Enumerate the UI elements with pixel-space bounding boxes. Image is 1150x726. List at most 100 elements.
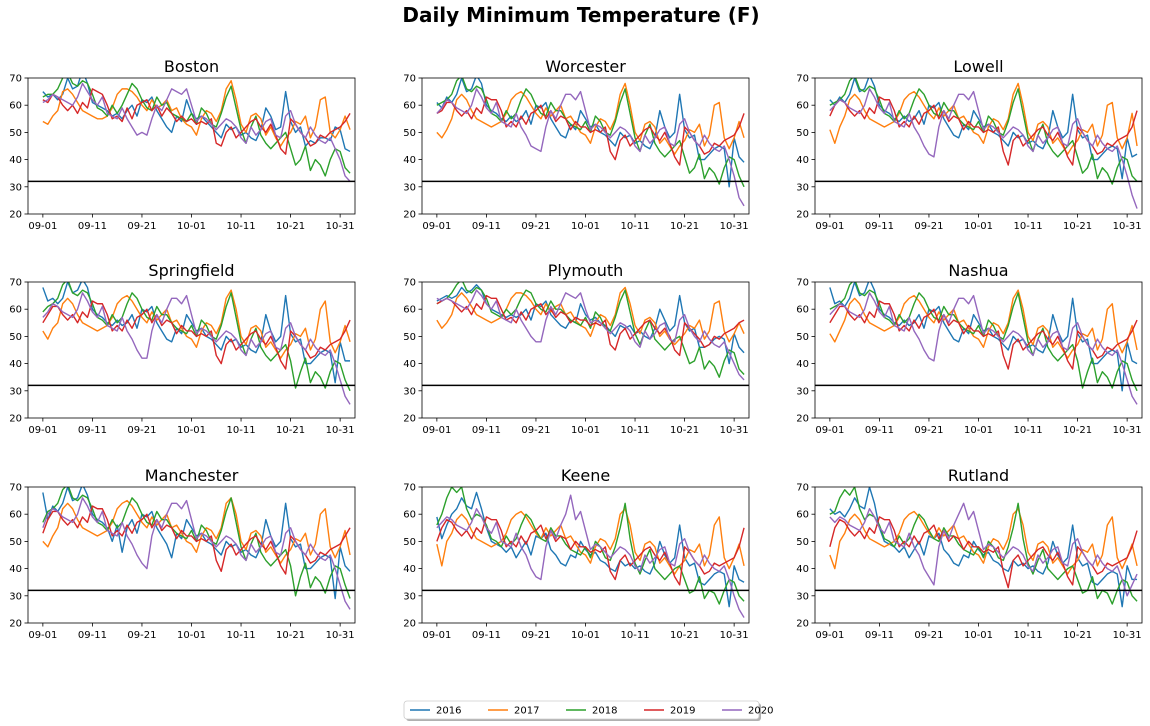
x-tick-label: 10-11 — [227, 425, 256, 436]
x-tick-label: 09-01 — [28, 425, 57, 436]
x-tick-label: 10-01 — [964, 425, 993, 436]
panel-manchester: 20 30 40 50 60 70 09-01 09-11 09-21 10-01 10-11 10-… — [9, 466, 356, 641]
x-tick-label: 10-01 — [571, 425, 600, 436]
x-tick-label: 10-01 — [177, 221, 206, 232]
x-tick-label: 10-31 — [1113, 425, 1142, 436]
series-line-2017 — [436, 508, 745, 575]
series-group — [829, 78, 1138, 209]
x-tick-label: 10-21 — [276, 630, 305, 641]
x-tick-label: 09-11 — [865, 221, 894, 232]
x-tick-label: 09-21 — [914, 630, 943, 641]
x-tick-label: 10-21 — [1063, 630, 1092, 641]
x-tick-label: 10-31 — [1113, 221, 1142, 232]
y-tick-label: 50 — [403, 332, 416, 343]
y-tick-label: 50 — [403, 537, 416, 548]
x-tick-label: 10-01 — [964, 221, 993, 232]
panel-title: Plymouth — [548, 261, 624, 280]
x-tick-label: 09-01 — [815, 425, 844, 436]
panel-title: Boston — [164, 57, 219, 76]
panel-springfield: 20 30 40 50 60 70 09-01 09-11 09-21 10-01 10-11 10-… — [9, 261, 356, 436]
y-tick-label: 70 — [796, 74, 809, 85]
y-tick-label: 60 — [9, 101, 22, 112]
y-tick-label: 60 — [403, 101, 416, 112]
x-tick-label: 10-11 — [227, 221, 256, 232]
y-tick-label: 70 — [403, 278, 416, 289]
series-line-2020 — [436, 289, 745, 381]
panel-title: Nashua — [948, 261, 1008, 280]
series-line-2017 — [42, 289, 351, 359]
series-line-2018 — [436, 282, 745, 378]
x-tick-label: 09-01 — [815, 630, 844, 641]
y-tick-label: 50 — [9, 537, 22, 548]
legend-label-2020: 2020 — [748, 706, 773, 717]
series-line-2016 — [42, 78, 351, 153]
y-tick-label: 40 — [403, 359, 416, 370]
series-group — [436, 487, 745, 618]
y-tick-label: 30 — [403, 591, 416, 602]
y-tick-label: 60 — [796, 101, 809, 112]
y-tick-label: 40 — [9, 564, 22, 575]
x-tick-label: 09-01 — [422, 221, 451, 232]
y-tick-label: 30 — [9, 591, 22, 602]
y-tick-label: 50 — [796, 332, 809, 343]
legend-label-2016: 2016 — [436, 706, 461, 717]
series-group — [436, 282, 745, 381]
x-tick-label: 10-11 — [1014, 425, 1043, 436]
x-tick-label: 09-01 — [422, 630, 451, 641]
x-tick-label: 10-21 — [670, 221, 699, 232]
series-group — [829, 487, 1138, 608]
series-line-2018 — [829, 282, 1138, 392]
panel-grid: 20 30 40 50 60 70 09-01 09-11 09-21 10-01 10-11 10-… — [9, 57, 1143, 641]
legend-label-2019: 2019 — [670, 706, 695, 717]
x-tick-label: 10-11 — [227, 630, 256, 641]
legend-label-2018: 2018 — [592, 706, 617, 717]
panel-nashua: 20 30 40 50 60 70 09-01 09-11 09-21 10-01 10-11 10-… — [796, 261, 1143, 436]
y-tick-label: 70 — [796, 483, 809, 494]
x-tick-label: 09-11 — [472, 425, 501, 436]
panel-title: Manchester — [145, 466, 239, 485]
x-tick-label: 09-11 — [78, 221, 107, 232]
series-line-2020 — [829, 292, 1138, 405]
x-tick-label: 10-21 — [1063, 221, 1092, 232]
y-tick-label: 40 — [796, 359, 809, 370]
series-group — [829, 282, 1138, 405]
x-tick-label: 09-21 — [127, 630, 156, 641]
series-line-2017 — [829, 289, 1138, 359]
x-tick-label: 10-01 — [964, 630, 993, 641]
x-tick-label: 09-01 — [815, 221, 844, 232]
y-tick-label: 20 — [9, 210, 22, 221]
series-group — [42, 78, 351, 182]
panel-boston: 20 30 40 50 60 70 09-01 09-11 09-21 10-01 10-11 10-… — [9, 57, 356, 232]
x-tick-label: 09-21 — [521, 221, 550, 232]
series-line-2020 — [436, 88, 745, 207]
x-tick-label: 10-31 — [720, 630, 749, 641]
y-tick-label: 30 — [9, 182, 22, 193]
series-group — [42, 487, 351, 610]
x-tick-label: 10-11 — [621, 425, 650, 436]
y-tick-label: 60 — [796, 510, 809, 521]
x-tick-label: 10-01 — [571, 221, 600, 232]
x-tick-label: 09-21 — [127, 221, 156, 232]
y-tick-label: 30 — [9, 386, 22, 397]
series-line-2018 — [42, 282, 351, 392]
x-tick-label: 09-21 — [127, 425, 156, 436]
series-line-2017 — [436, 286, 745, 346]
y-tick-label: 50 — [9, 332, 22, 343]
x-tick-label: 09-11 — [865, 630, 894, 641]
y-tick-label: 20 — [403, 414, 416, 425]
y-tick-label: 30 — [403, 182, 416, 193]
x-tick-label: 09-21 — [521, 630, 550, 641]
y-tick-label: 30 — [403, 386, 416, 397]
y-tick-label: 60 — [9, 305, 22, 316]
panel-title: Springfield — [148, 261, 234, 280]
y-tick-label: 20 — [9, 414, 22, 425]
y-tick-label: 60 — [403, 510, 416, 521]
x-tick-label: 10-01 — [177, 425, 206, 436]
y-tick-label: 20 — [796, 414, 809, 425]
series-group — [436, 78, 745, 207]
panel-plymouth: 20 30 40 50 60 70 09-01 09-11 09-21 10-01 10-11 10-… — [403, 261, 750, 436]
y-tick-label: 20 — [796, 210, 809, 221]
series-line-2016 — [829, 487, 1138, 608]
x-tick-label: 10-21 — [276, 221, 305, 232]
